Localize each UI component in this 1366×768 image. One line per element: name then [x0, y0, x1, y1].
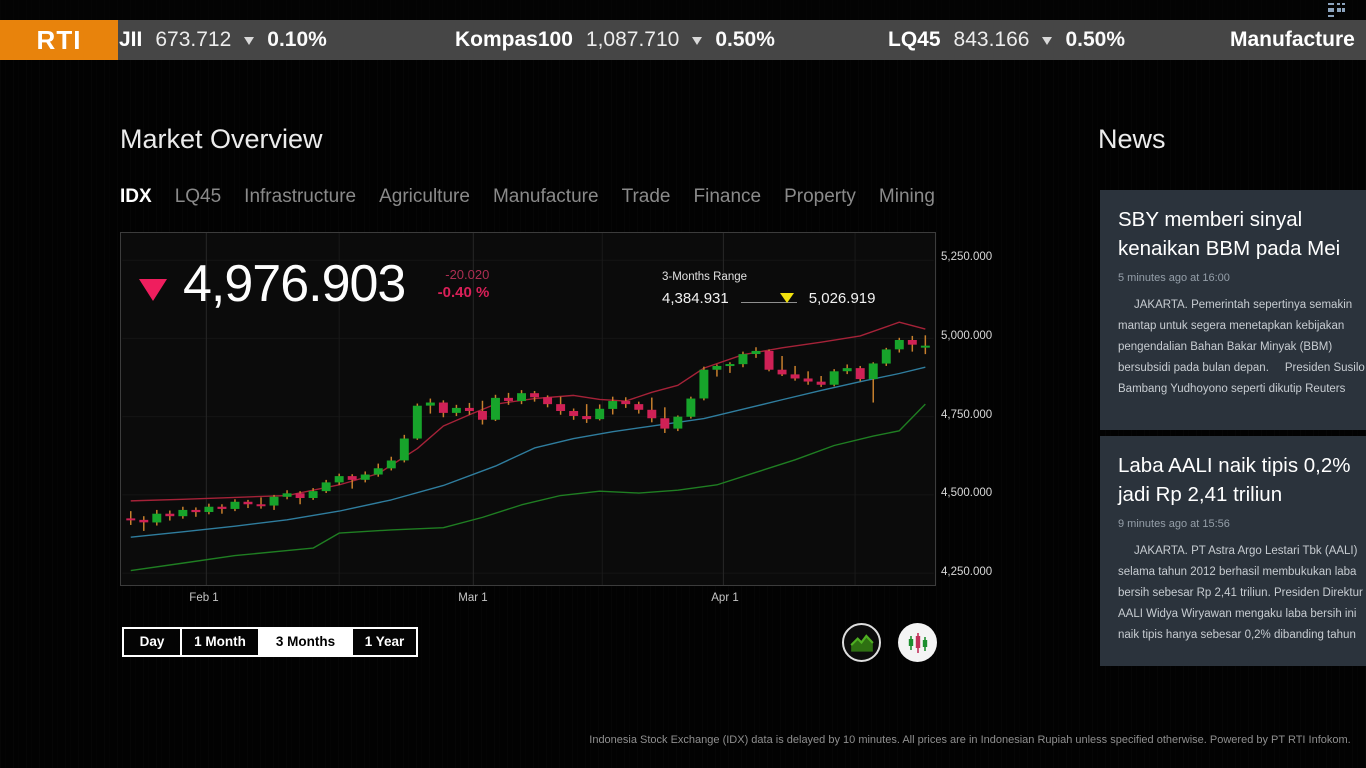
ticker-change-pct: 0.50%	[715, 28, 775, 51]
ticker-change-pct: 0.50%	[1065, 28, 1125, 51]
news-item-title: Laba AALI naik tipis 0,2% jadi Rp 2,41 t…	[1118, 454, 1351, 506]
news-item-body: JAKARTA. PT Astra Argo Lestari Tbk (AALI…	[1118, 545, 1363, 641]
ticker-change-pct: 0.10%	[267, 28, 327, 51]
ticker-symbol: LQ45	[888, 28, 941, 51]
tab-lq45[interactable]: LQ45	[174, 186, 222, 207]
rti-logo-text: RTI	[36, 24, 82, 55]
top-strip	[0, 0, 1366, 20]
sector-tabs: IDX LQ45 Infrastructure Agriculture Manufact…	[120, 186, 935, 208]
timeframe-day[interactable]: Day	[124, 629, 180, 655]
ticker-symbol: Kompas100	[455, 28, 573, 51]
ticker-value: 673.712	[155, 28, 232, 51]
news-item-time: 5 minutes ago at 16:00	[1118, 272, 1230, 284]
y-tick-label: 5,250.000	[941, 251, 993, 263]
y-tick-label: 4,500.000	[941, 487, 993, 499]
news-item-body: JAKARTA. Pemerintah sepertinya semakin m…	[1118, 299, 1365, 395]
news-item-time: 9 minutes ago at 15:56	[1118, 518, 1230, 530]
down-arrow-icon	[692, 37, 703, 45]
ticker-item-lq45[interactable]: LQ45 843.166 0.50%	[888, 20, 1125, 60]
ticker-value: 1,087.710	[585, 28, 680, 51]
candlestick-chart-toggle[interactable]	[898, 623, 937, 662]
ticker-symbol: Manufacture	[1230, 28, 1355, 51]
news-card[interactable]: SBY memberi sinyal kenaikan BBM pada Mei…	[1100, 190, 1366, 430]
y-axis: 5,250.000 5,000.000 4,750.000 4,500.000 4,25…	[941, 232, 1001, 586]
chart-type-toggles	[842, 623, 937, 662]
tab-agriculture[interactable]: Agriculture	[379, 186, 470, 207]
tab-infrastructure[interactable]: Infrastructure	[244, 186, 357, 207]
timeframe-switcher: Day 1 Month 3 Months 1 Year	[122, 627, 418, 657]
line-chart-icon	[849, 633, 874, 652]
index-ticker-bar: RTI JII 673.712 0.10% Kompas100 1,087.710 0.5…	[0, 20, 1366, 60]
timeframe-1-year[interactable]: 1 Year	[351, 629, 416, 655]
rti-logo: RTI	[0, 20, 118, 60]
ticker-symbol: JII	[119, 28, 143, 51]
tab-manufacture[interactable]: Manufacture	[492, 186, 599, 207]
news-card[interactable]: Laba AALI naik tipis 0,2% jadi Rp 2,41 t…	[1100, 436, 1366, 666]
x-axis: Feb 1 Mar 1 Apr 1	[120, 592, 936, 608]
tab-property[interactable]: Property	[784, 186, 856, 207]
tab-trade[interactable]: Trade	[621, 186, 671, 207]
candlestick-chart	[122, 233, 934, 585]
ticker-item-jii[interactable]: JII 673.712 0.10%	[119, 20, 327, 60]
y-tick-label: 4,250.000	[941, 566, 993, 578]
app-grid-icon	[1328, 3, 1345, 17]
x-tick-label: Apr 1	[711, 592, 739, 604]
y-tick-label: 4,750.000	[941, 409, 993, 421]
tab-mining[interactable]: Mining	[878, 186, 935, 207]
candlestick-chart-icon	[908, 632, 927, 653]
timeframe-3-months[interactable]: 3 Months	[258, 629, 351, 655]
down-arrow-icon	[1042, 37, 1053, 45]
line-chart-toggle[interactable]	[842, 623, 881, 662]
tab-finance[interactable]: Finance	[693, 186, 762, 207]
page-title: Market Overview	[120, 124, 323, 154]
down-arrow-icon	[244, 37, 255, 45]
news-item-title: SBY memberi sinyal kenaikan BBM pada Mei	[1118, 208, 1341, 260]
ticker-item-manufacture[interactable]: Manufacture	[1230, 20, 1355, 60]
tab-idx[interactable]: IDX	[120, 186, 152, 207]
disclaimer: Indonesia Stock Exchange (IDX) data is d…	[589, 734, 1351, 746]
chart-panel: 4,976.903 -20.020 -0.40 % 3-Months Range…	[120, 232, 936, 586]
x-tick-label: Feb 1	[189, 592, 219, 604]
timeframe-1-month[interactable]: 1 Month	[180, 629, 258, 655]
ticker-item-kompas100[interactable]: Kompas100 1,087.710 0.50%	[455, 20, 775, 60]
x-tick-label: Mar 1	[458, 592, 488, 604]
news-title: News	[1098, 124, 1166, 154]
ticker-value: 843.166	[953, 28, 1030, 51]
news-list: SBY memberi sinyal kenaikan BBM pada Mei…	[1100, 190, 1366, 672]
y-tick-label: 5,000.000	[941, 330, 993, 342]
